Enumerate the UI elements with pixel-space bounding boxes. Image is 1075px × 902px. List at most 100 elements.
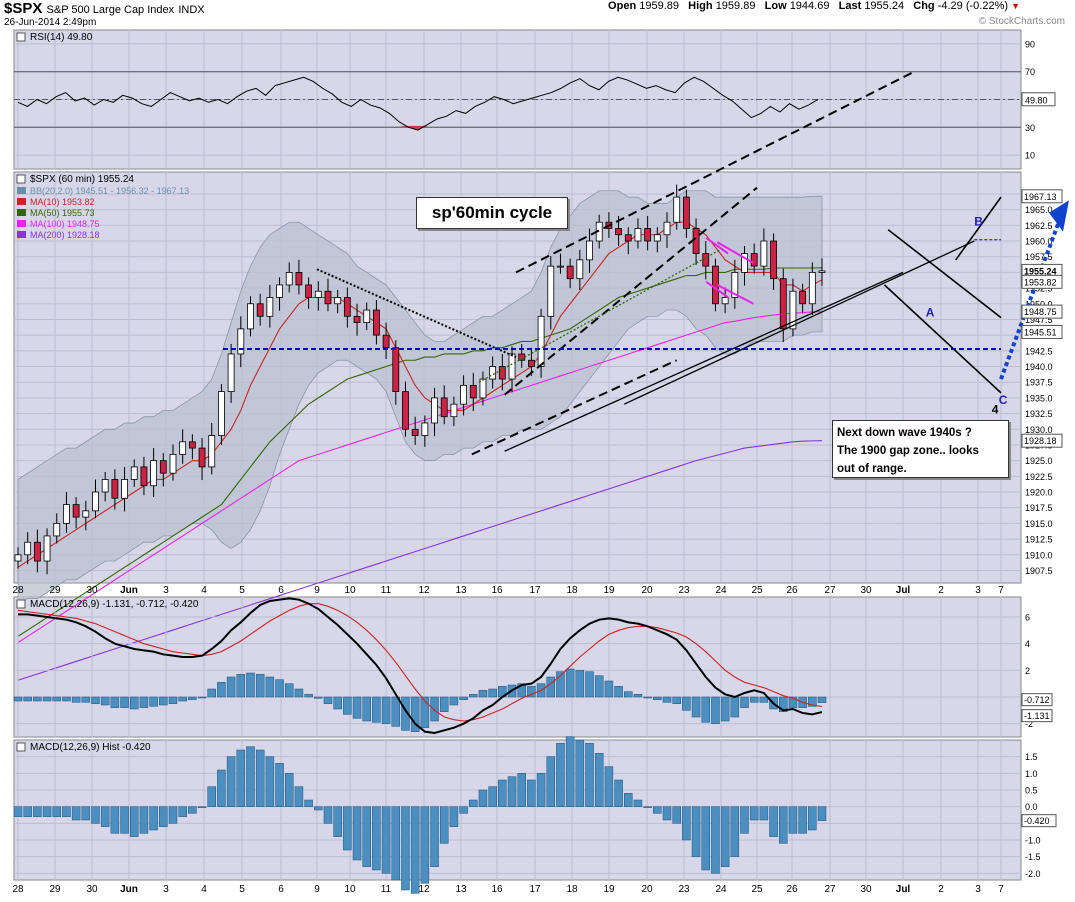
candle-body [295,271,303,286]
candle-body [324,290,332,305]
candle-body [334,297,342,305]
price-ytick-label: 1917.5 [1025,503,1053,513]
hist-bar [71,806,81,821]
legend-entry-0: BB(20,2.0) 1945.51 - 1956.32 - 1967.13 [30,186,189,196]
hist-bar [682,806,691,841]
macd-legend-swatch [16,599,26,609]
candle-body [150,460,158,487]
hist-bar [304,799,313,807]
macd-hist-bar [614,686,623,698]
rsi-ytick-label: 90 [1025,39,1035,49]
hist-bar [565,736,575,807]
hist-bar [720,806,730,867]
macd-hist-bar [33,696,42,702]
hist-bar [478,789,488,807]
candle-body [53,522,61,537]
macd-hist-bar [42,696,52,702]
candle-body [237,328,245,355]
hist-ytick-label: -1.0 [1025,836,1041,846]
candle-body [373,309,380,336]
watermark: © StockCharts.com [978,16,1065,27]
macd-hist-bar [604,680,614,698]
hist-xtick-label: 7 [998,884,1004,895]
candle-body [92,491,99,512]
ohlc-readout: Open 1959.89 High 1959.89 Low 1944.69 La… [608,0,1020,12]
down-channel-upper [887,229,1002,319]
symbol-name: S&P 500 Large Cap Index [46,4,175,16]
uptrend-line-2 [623,240,975,405]
price-xtick-label: 2 [938,585,944,596]
candle-body [692,228,700,254]
ma100-line [17,311,823,644]
price-xtick-label: 10 [344,585,356,596]
hist-bar [139,806,149,834]
hist-xtick-label: 24 [715,884,727,895]
candle-body [576,259,584,280]
hist-bar [255,749,265,807]
hist-bar [178,806,187,817]
candle-body [285,271,293,286]
hist-xtick-label: 10 [344,884,356,895]
open-value: 1959.89 [639,0,679,12]
price-tag-label: 1948.75 [1024,307,1057,317]
hist-ytick-label: -1.5 [1025,852,1041,862]
price-ytick-label: 1962.5 [1025,221,1053,231]
wave-label: B [974,214,983,228]
hist-bar [691,806,701,857]
macd-hist-bar [420,696,430,728]
hist-last-tag: -0.420 [1024,816,1050,826]
hist-bar [13,806,23,817]
macd-hist-bar [294,688,304,698]
cycle-label: sp'60min cycle [416,197,568,229]
macd-hist-bar [439,696,449,712]
price-legend-title: $SPX (60 min) 1955.24 [30,174,134,185]
price-xtick-label: 11 [381,585,392,596]
macd-hist-bar [217,682,226,698]
macd-last-tag: -1.131 [1024,711,1050,721]
candle-body [411,428,419,436]
hist-xtick-label: 17 [529,884,541,895]
hist-bar [81,806,91,821]
hist-bar [362,806,371,867]
hist-bar [420,806,430,884]
macd-hist-bar [372,696,381,723]
breakout-line [955,196,1002,261]
flag-lower-line [705,280,729,299]
symbol-title: $SPX S&P 500 Large Cap Index INDX [4,0,205,17]
high-label: High [688,0,713,12]
down-channel-lower [883,284,1002,394]
macd-hist-bar [226,676,236,698]
candle-body [818,270,826,273]
candle-body [799,290,807,305]
candle-body [663,221,671,236]
hist-bar [779,806,788,844]
macd-hist-bar [178,696,187,702]
flag-upper-line-2 [716,241,754,264]
price-ytick-label: 1957.5 [1025,252,1053,262]
hist-bar [788,806,798,834]
candle-body [789,290,797,330]
candle-body [537,315,545,367]
hist-bar [62,806,71,817]
macd-hist-bar [517,683,526,698]
hist-xtick-label: 20 [641,884,653,895]
hist-xtick-label: 12 [418,884,430,895]
candle-body [140,466,148,487]
hist-bar [52,806,61,817]
rsi-ytick-label: 70 [1025,67,1035,77]
hist-bar [527,779,536,807]
macd-hist-bar [701,696,711,723]
hist-xtick-label: 28 [12,884,24,895]
hist-legend: MACD(12,26,9) Hist -0.420 [30,742,151,753]
hist-bar [217,769,226,807]
macd-hist-bar [662,696,672,703]
candle-body [498,366,506,380]
candle-body [615,228,622,236]
hist-bar [110,806,120,834]
rsi-legend-swatch [16,32,26,42]
legend-swatch-2 [17,209,26,216]
price-ytick-label: 1932.5 [1025,409,1053,419]
hist-bar [546,756,556,807]
hist-bar [624,793,633,807]
candle-body [653,234,661,242]
